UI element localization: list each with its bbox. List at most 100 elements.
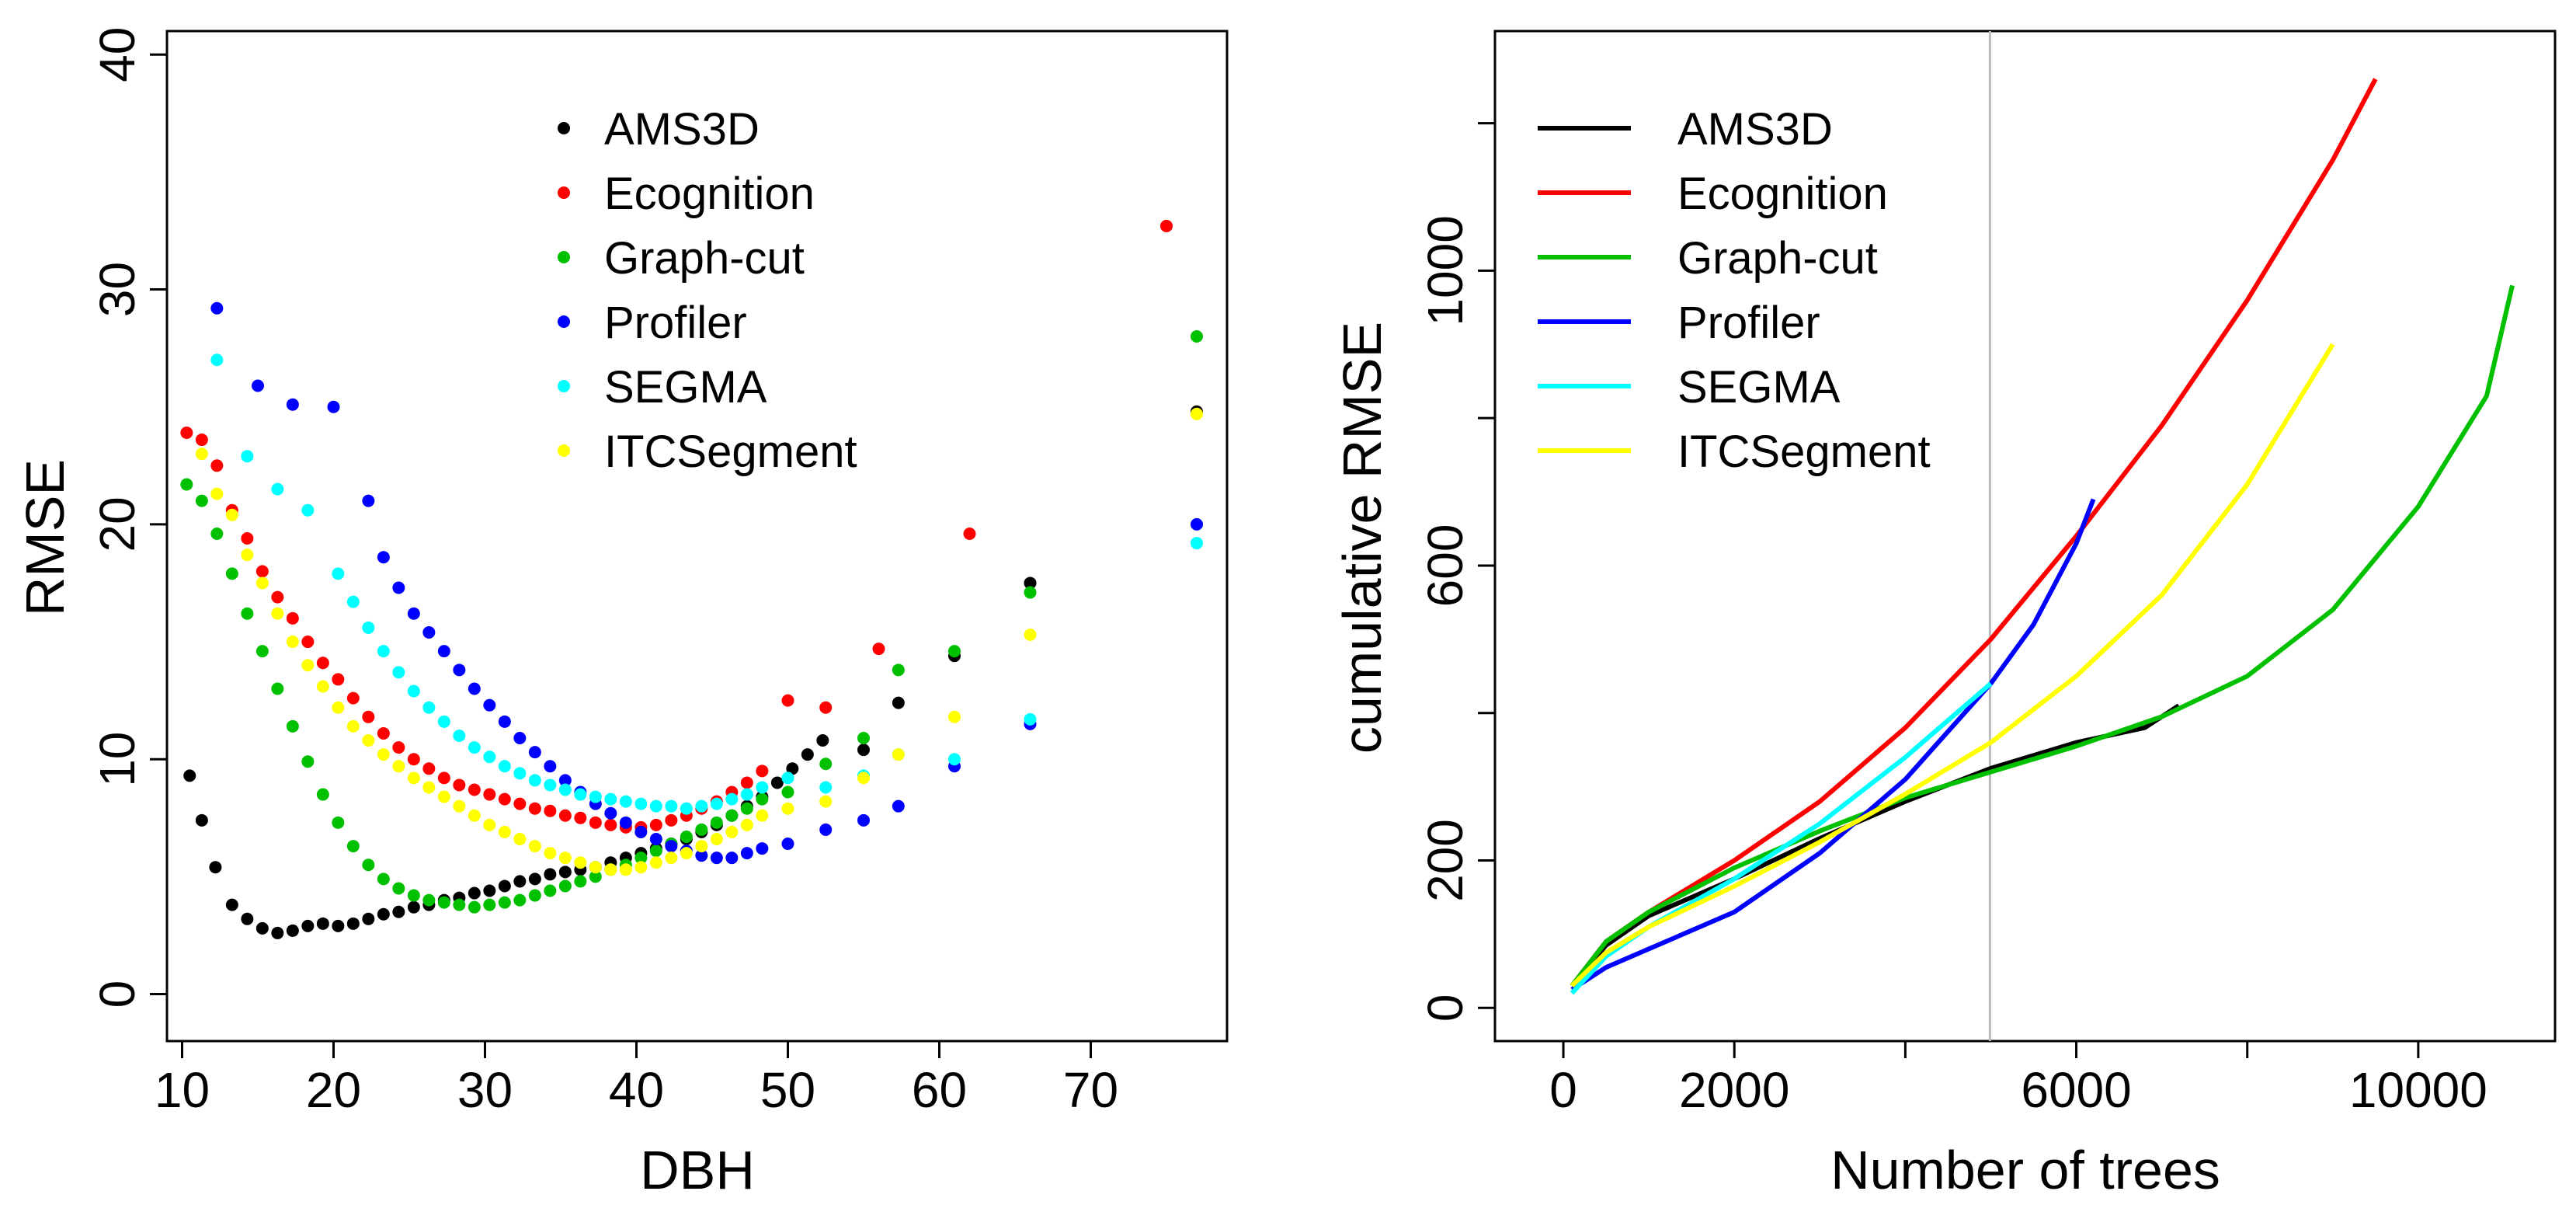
- scatter-point-ecognition: [346, 691, 360, 705]
- scatter-point-graph-cut: [710, 816, 723, 829]
- scatter-point-graph-cut: [857, 732, 870, 744]
- line-x-tick-label: 0: [1549, 1062, 1577, 1118]
- scatter-point-profiler: [422, 625, 436, 639]
- scatter-point-segma: [665, 799, 678, 813]
- scatter-point-ams3d: [857, 744, 870, 757]
- scatter-point-segma: [649, 799, 662, 813]
- line-legend-label-ams3d: AMS3D: [1677, 104, 1833, 155]
- scatter-point-ecognition: [180, 426, 193, 439]
- scatter-point-segma: [619, 795, 632, 808]
- scatter-x-tick-label: 40: [609, 1062, 664, 1118]
- scatter-point-ecognition: [544, 804, 557, 817]
- scatter-x-tick-label: 30: [457, 1062, 513, 1118]
- scatter-legend-marker-profiler: [558, 315, 570, 328]
- scatter-point-itcsegment: [544, 847, 557, 860]
- scatter-point-profiler: [286, 398, 299, 411]
- scatter-point-graph-cut: [781, 785, 794, 799]
- scatter-y-tick-label: 40: [89, 27, 145, 82]
- scatter-point-graph-cut: [453, 898, 466, 911]
- scatter-point-ams3d: [286, 924, 299, 937]
- scatter-point-itcsegment: [195, 448, 208, 461]
- scatter-point-ecognition: [665, 813, 678, 827]
- scatter-point-ams3d: [183, 769, 196, 782]
- scatter-point-ecognition: [483, 788, 496, 801]
- scatter-point-profiler: [377, 551, 390, 564]
- scatter-point-segma: [740, 788, 753, 801]
- scatter-point-profiler: [619, 816, 632, 829]
- scatter-point-segma: [558, 783, 572, 796]
- scatter-point-segma: [756, 781, 769, 794]
- scatter-point-itcsegment: [210, 487, 224, 500]
- scatter-point-graph-cut: [422, 893, 436, 907]
- scatter-point-graph-cut: [528, 889, 541, 902]
- scatter-point-graph-cut: [241, 607, 254, 620]
- scatter-point-graph-cut: [544, 884, 557, 897]
- scatter-point-itcsegment: [948, 710, 961, 723]
- scatter-point-profiler: [604, 806, 617, 820]
- line-legend-label-segma: SEGMA: [1677, 362, 1841, 413]
- scatter-point-graph-cut: [948, 645, 961, 658]
- scatter-legend-label-ams3d: AMS3D: [604, 104, 760, 155]
- scatter-point-ams3d: [892, 696, 905, 709]
- scatter-point-ecognition: [271, 590, 284, 604]
- scatter-point-profiler: [498, 715, 511, 728]
- scatter-point-ams3d: [209, 861, 222, 874]
- scatter-point-itcsegment: [332, 701, 345, 714]
- scatter-point-graph-cut: [892, 663, 905, 677]
- scatter-point-ams3d: [786, 762, 799, 775]
- scatter-legend-label-graph-cut: Graph-cut: [604, 233, 805, 284]
- scatter-point-ams3d: [468, 886, 481, 900]
- line-series-segma: [1570, 681, 1993, 995]
- scatter-point-segma: [528, 774, 541, 787]
- scatter-point-profiler: [252, 379, 264, 392]
- scatter-point-segma: [1024, 712, 1037, 726]
- scatter-point-graph-cut: [1024, 586, 1037, 599]
- scatter-point-graph-cut: [725, 809, 739, 822]
- scatter-point-segma: [604, 792, 617, 806]
- line-x-tick-label: 2000: [1679, 1062, 1789, 1118]
- scatter-point-itcsegment: [528, 840, 541, 853]
- line-y-tick-label: 600: [1417, 524, 1473, 608]
- scatter-point-graph-cut: [1191, 330, 1203, 343]
- scatter-point-ecognition: [422, 762, 436, 775]
- scatter-point-graph-cut: [574, 875, 587, 888]
- scatter-point-segma: [948, 753, 961, 766]
- scatter-point-ams3d: [407, 900, 420, 914]
- scatter-point-ecognition: [437, 771, 450, 785]
- scatter-point-itcsegment: [695, 840, 708, 853]
- scatter-point-profiler: [634, 825, 648, 838]
- scatter-point-ecognition: [407, 753, 420, 766]
- scatter-point-profiler: [453, 663, 466, 677]
- line-panel: 0 2000 6000 10000 0 200 600 1000 Number of tre…: [1332, 30, 2557, 1200]
- scatter-point-graph-cut: [756, 792, 769, 806]
- scatter-point-profiler: [544, 760, 557, 773]
- line-y-ticks: 0 200 600 1000: [1417, 122, 1495, 1022]
- scatter-point-itcsegment: [286, 636, 299, 649]
- scatter-point-itcsegment: [225, 508, 238, 521]
- scatter-point-itcsegment: [316, 680, 329, 693]
- scatter-legend-item-itcsegment: ITCSegment: [558, 427, 857, 477]
- scatter-point-itcsegment: [619, 863, 632, 876]
- scatter-point-itcsegment: [589, 861, 602, 874]
- scatter-legend: AMS3D Ecognition Graph-cut Profiler SEGM…: [558, 104, 857, 477]
- scatter-point-graph-cut: [680, 830, 693, 843]
- scatter-point-ams3d: [377, 907, 390, 921]
- scatter-point-itcsegment: [740, 818, 753, 831]
- scatter-point-segma: [346, 595, 360, 608]
- line-legend-item-ecognition: Ecognition: [1538, 169, 1888, 219]
- scatter-point-profiler: [819, 823, 833, 836]
- scatter-point-ams3d: [392, 905, 405, 918]
- scatter-point-ecognition: [316, 656, 329, 670]
- scatter-x-axis-label: DBH: [640, 1140, 755, 1200]
- scatter-point-itcsegment: [241, 549, 254, 562]
- scatter-point-itcsegment: [453, 799, 466, 813]
- scatter-series-graph-cut: [180, 330, 1203, 914]
- scatter-point-ecognition: [558, 809, 572, 822]
- scatter-point-itcsegment: [407, 771, 420, 785]
- scatter-point-ecognition: [528, 802, 541, 815]
- line-legend-item-itcsegment: ITCSegment: [1538, 427, 1931, 477]
- scatter-y-tick-label: 0: [89, 980, 145, 1008]
- scatter-y-ticks: 0 10 20 30 40: [89, 27, 167, 1008]
- scatter-point-graph-cut: [634, 852, 648, 865]
- line-legend-label-itcsegment: ITCSegment: [1677, 427, 1931, 477]
